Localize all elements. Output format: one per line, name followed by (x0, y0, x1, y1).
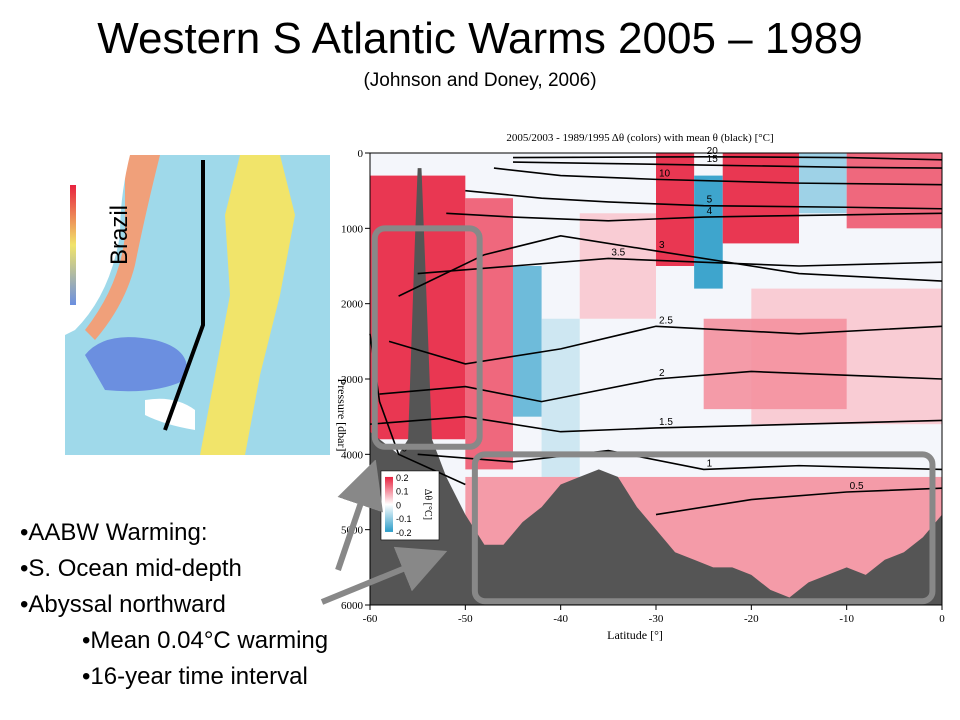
anomaly-band (703, 318, 847, 410)
map-land (65, 155, 130, 335)
slide-subtitle: (Johnson and Doney, 2006) (363, 70, 597, 91)
isotherm-line (512, 161, 943, 169)
anomaly-band (694, 175, 723, 289)
map-cold-patch (85, 337, 187, 392)
isotherm-line (493, 167, 943, 186)
isotherm-line (446, 212, 943, 222)
bullet-0: •AABW Warming: (20, 519, 208, 546)
y-tick-label: 0 (358, 148, 364, 160)
chart-title: 2005/2003 - 1989/1995 Δθ (colors) with m… (506, 132, 773, 144)
isotherm-label: 15 (707, 154, 719, 165)
x-tick-label: -40 (553, 613, 568, 625)
isotherm-line (388, 325, 943, 365)
colorbar-tick-label: -0.2 (396, 528, 412, 538)
isotherm-label: 5 (707, 195, 713, 206)
x-tick-label: -50 (458, 613, 473, 625)
isotherm-label: 0.5 (850, 481, 864, 492)
isotherm-line (655, 487, 943, 516)
isotherm-line (379, 370, 943, 403)
ocean-map: Brazil (65, 155, 330, 455)
y-tick-label: 4000 (341, 449, 364, 461)
arrow-abyssal (320, 546, 448, 605)
map-colorbar (70, 185, 76, 305)
isotherm-label: 20 (707, 146, 719, 157)
colorbar-tick-label: -0.1 (396, 514, 412, 524)
bullet-1: •S. Ocean mid-depth (20, 555, 242, 582)
map-coastal-band (85, 155, 160, 340)
bullet-4: •16-year time interval (82, 663, 308, 690)
anomaly-band (513, 266, 542, 417)
y-tick-label: 2000 (341, 299, 364, 311)
bullet-3: •Mean 0.04°C warming (82, 627, 329, 654)
isotherm-label: 2.5 (659, 315, 673, 326)
colorbar-tick-label: 0.1 (396, 487, 409, 497)
isotherm-label: 10 (659, 168, 671, 179)
map-label-brazil: Brazil (106, 205, 133, 265)
x-tick-label: -60 (363, 613, 378, 625)
anomaly-band (846, 153, 942, 229)
arrow-aabw (335, 460, 383, 571)
x-tick-label: -30 (649, 613, 664, 625)
y-tick-label: 1000 (341, 223, 364, 235)
chart-ylabel: Pressure [dbar] (335, 379, 349, 452)
isotherm-line (512, 155, 943, 161)
bullet-2: •Abyssal northward (20, 591, 226, 618)
bullet-list: •AABW Warming: •S. Ocean mid-depth •Abys… (20, 515, 328, 695)
anomaly-band (722, 153, 799, 244)
colorbar-tick-label: 0 (396, 500, 401, 510)
isotherm-label: 3 (659, 240, 665, 251)
section-chart: 2005/2003 - 1989/1995 Δθ (colors) with m… (335, 132, 945, 642)
aabw-box (371, 225, 483, 450)
isotherm-label: 2 (659, 368, 665, 379)
isotherm-label: 3.5 (611, 247, 625, 258)
y-tick-label: 3000 (341, 374, 364, 386)
isotherm-line (417, 449, 943, 471)
map-warm-band (200, 155, 295, 455)
slide-title: Western S Atlantic Warms 2005 – 1989 (97, 14, 863, 63)
anomaly-band (579, 213, 656, 319)
abyssal-box (471, 451, 936, 605)
anomaly-band (465, 198, 513, 470)
isotherm-label: 1 (707, 458, 713, 469)
colorbar (385, 476, 393, 532)
arrows (320, 460, 448, 605)
chart-xlabel: Latitude [°] (607, 628, 663, 642)
isotherm-line (465, 189, 943, 210)
isotherm-line (398, 235, 943, 297)
isotherm-line (369, 415, 943, 433)
x-tick-label: -20 (744, 613, 759, 625)
anomaly-band (656, 153, 695, 266)
isotherm-label: 4 (707, 206, 713, 217)
x-tick-label: 0 (939, 613, 945, 625)
colorbar-label: Δθ [°C] (422, 489, 433, 520)
y-tick-label: 6000 (341, 600, 364, 612)
isotherm-label: 1.5 (659, 417, 673, 428)
colorbar-tick-label: 0.2 (396, 473, 409, 483)
map-section-line (163, 160, 205, 431)
x-tick-label: -10 (839, 613, 854, 625)
